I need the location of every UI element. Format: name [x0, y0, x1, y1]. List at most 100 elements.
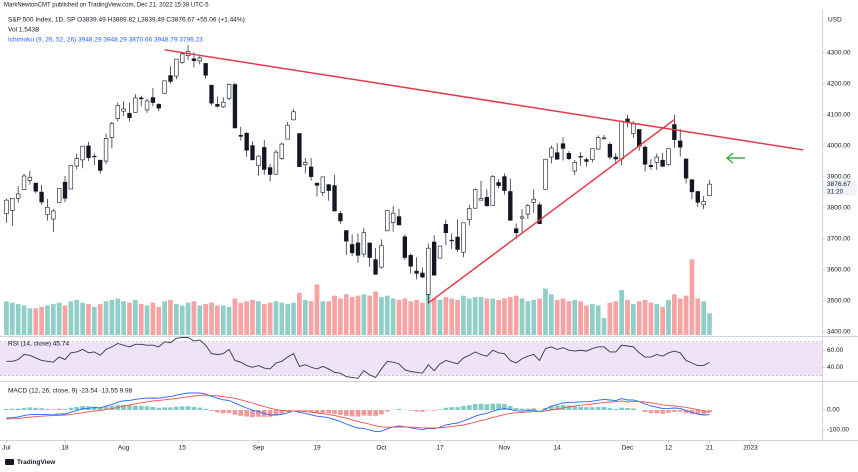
macd-histogram-bar	[179, 406, 185, 410]
candle-body	[566, 153, 572, 159]
candle-body	[203, 63, 208, 76]
volume-bar	[33, 308, 39, 335]
annotation-arrow	[725, 152, 745, 164]
volume-bar	[390, 298, 396, 335]
currency: USD	[828, 17, 842, 24]
candle-body	[320, 176, 325, 193]
macd-histogram-bar	[21, 407, 27, 410]
macd-histogram-bar	[273, 410, 279, 416]
candle-body	[262, 147, 267, 170]
volume-bar	[672, 294, 677, 335]
volume-bar	[420, 302, 425, 335]
volume-bar	[285, 304, 291, 335]
volume-bar	[396, 299, 402, 335]
candle-body	[297, 133, 302, 167]
candle-body	[56, 188, 62, 203]
volume-bar	[68, 301, 74, 335]
volume-bar	[338, 298, 343, 335]
volume-bar	[267, 302, 273, 335]
volume-bar	[478, 297, 484, 335]
volume-bar	[56, 302, 62, 335]
volume-bar	[613, 301, 619, 335]
candle-body	[578, 156, 583, 158]
macd-histogram-bar	[578, 406, 583, 410]
volume-bar	[414, 299, 419, 335]
volume-bar	[297, 292, 302, 335]
candle-body	[86, 145, 91, 158]
x-tick-label: Sep	[253, 445, 265, 452]
macd-histogram-bar	[156, 407, 162, 410]
candle-body	[15, 193, 21, 199]
candle-body	[408, 255, 413, 267]
macd-histogram-bar	[408, 410, 414, 411]
candle-body	[338, 213, 343, 222]
macd-histogram-bar	[226, 410, 232, 413]
candle-body	[642, 146, 648, 165]
volume-bar	[9, 302, 15, 335]
candle-body	[162, 80, 167, 94]
y-tick-label: 40.00	[827, 364, 844, 371]
y-tick-label: 3600.00	[827, 267, 851, 274]
candle-body	[449, 239, 454, 242]
candle-body	[613, 156, 618, 160]
macd-histogram-bar	[420, 410, 425, 412]
candle-body	[127, 113, 132, 119]
volume-bar	[431, 298, 437, 335]
candle-body	[191, 58, 197, 61]
volume-bar	[543, 288, 548, 335]
macd-histogram-bar	[572, 406, 578, 410]
macd-histogram-bar	[302, 410, 308, 412]
macd-histogram-bar	[91, 406, 97, 410]
x-tick-label: 2023	[743, 445, 758, 452]
macd-histogram-bar	[683, 410, 689, 414]
x-tick-label: Dec	[622, 445, 634, 452]
macd-histogram-bar	[695, 410, 701, 415]
candle-body	[244, 132, 249, 151]
volume-bar	[648, 302, 654, 335]
candle-body	[215, 104, 220, 107]
trendline	[164, 49, 804, 151]
candle-body	[92, 155, 97, 158]
macd-histogram-bar	[62, 409, 68, 410]
macd-histogram-bar	[209, 410, 214, 411]
macd-histogram-bar	[97, 407, 103, 410]
candle-body	[156, 104, 161, 109]
macd-histogram-bar	[677, 410, 683, 412]
candle-body	[21, 175, 27, 190]
macd-histogram-bar	[566, 405, 572, 410]
signal-line	[6, 394, 710, 429]
candle-body	[490, 176, 495, 206]
volume-bar	[589, 304, 595, 335]
candle-body	[10, 197, 15, 211]
x-tick-label: 19	[313, 445, 321, 452]
volume-bar	[566, 301, 572, 335]
candle-body	[33, 182, 38, 192]
volume-bar	[179, 305, 185, 335]
volume-bar	[384, 295, 390, 335]
candle-body	[502, 176, 507, 191]
macd-histogram-bar	[355, 410, 361, 417]
candle-body	[150, 97, 156, 103]
volume-bar	[625, 299, 630, 335]
candle-body	[672, 124, 677, 141]
volume-bar	[244, 301, 250, 335]
candle-body	[431, 241, 437, 276]
volume-bar	[238, 302, 244, 335]
volume-bar	[367, 295, 373, 335]
candle-body	[367, 242, 372, 258]
candle-body	[39, 191, 44, 203]
macd-histogram-bar	[50, 409, 56, 410]
macd-histogram-bar	[548, 406, 554, 410]
macd-histogram-bar	[595, 407, 601, 410]
volume-bar	[27, 308, 33, 335]
candle-body	[232, 84, 238, 129]
volume-bar	[402, 298, 408, 335]
candle-body	[678, 140, 683, 148]
candle-body	[139, 97, 144, 100]
candle-body	[631, 123, 636, 134]
candle-body	[543, 158, 548, 190]
y-tick-label: 3800.00	[827, 205, 851, 212]
candle-body	[209, 84, 214, 104]
